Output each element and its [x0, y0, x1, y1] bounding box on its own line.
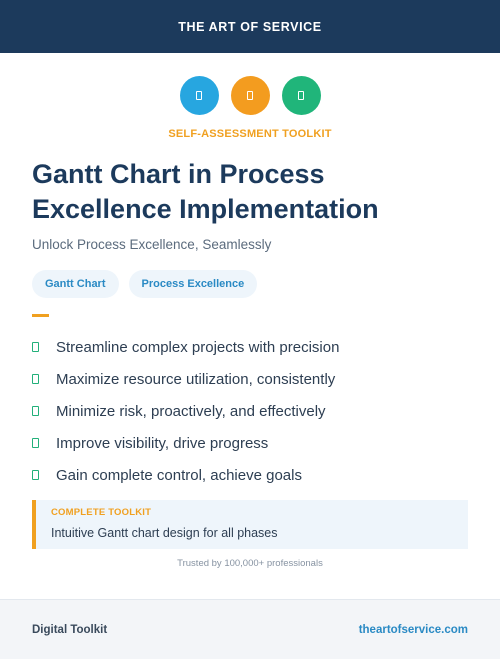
feature-text: Minimize risk, proactively, and effectiv… [56, 402, 326, 420]
tag-list: Gantt Chart Process Excellence [32, 270, 258, 298]
trust-note: Trusted by 100,000+ professionals [177, 558, 323, 569]
feature-text: Gain complete control, achieve goals [56, 466, 302, 484]
title-line-2: Excellence Implementation [32, 194, 379, 224]
document-icon [179, 76, 219, 115]
accent-divider [32, 314, 49, 317]
tag-gantt-chart[interactable]: Gantt Chart [32, 270, 119, 298]
website-link[interactable]: theartofservice.com [358, 623, 468, 636]
top-banner: THE ART OF SERVICE [0, 0, 500, 53]
toolkit-callout: COMPLETE TOOLKIT Intuitive Gantt chart d… [32, 500, 468, 549]
feature-text: Streamline complex projects with precisi… [56, 338, 340, 356]
checkbox-icon [32, 374, 39, 384]
checkbox-icon [32, 406, 39, 416]
list-item: Gain complete control, achieve goals [32, 459, 472, 491]
feature-list: Streamline complex projects with precisi… [32, 331, 472, 491]
feature-text: Maximize resource utilization, consisten… [56, 370, 336, 388]
tag-process-excellence[interactable]: Process Excellence [128, 270, 258, 298]
document-icon [281, 76, 321, 115]
kicker-label: SELF-ASSESSMENT TOOLKIT [168, 128, 332, 140]
checkbox-icon [32, 438, 39, 448]
list-item: Improve visibility, drive progress [32, 427, 472, 459]
footer: Digital Toolkit theartofservice.com [0, 599, 500, 659]
subtitle: Unlock Process Excellence, Seamlessly [32, 237, 272, 252]
callout-label: COMPLETE TOOLKIT [51, 507, 152, 518]
document-icon [230, 76, 270, 115]
list-item: Minimize risk, proactively, and effectiv… [32, 395, 472, 427]
callout-text: Intuitive Gantt chart design for all pha… [51, 526, 278, 540]
list-item: Maximize resource utilization, consisten… [32, 363, 472, 395]
checkbox-icon [32, 470, 39, 480]
feature-text: Improve visibility, drive progress [56, 434, 269, 452]
icon-row [0, 76, 500, 115]
page-title: Gantt Chart in Process Excellence Implem… [32, 157, 472, 227]
brand-name: THE ART OF SERVICE [178, 19, 322, 34]
checkbox-icon [32, 342, 39, 352]
title-line-1: Gantt Chart in Process [32, 159, 325, 189]
list-item: Streamline complex projects with precisi… [32, 331, 472, 363]
footer-label: Digital Toolkit [32, 623, 108, 636]
